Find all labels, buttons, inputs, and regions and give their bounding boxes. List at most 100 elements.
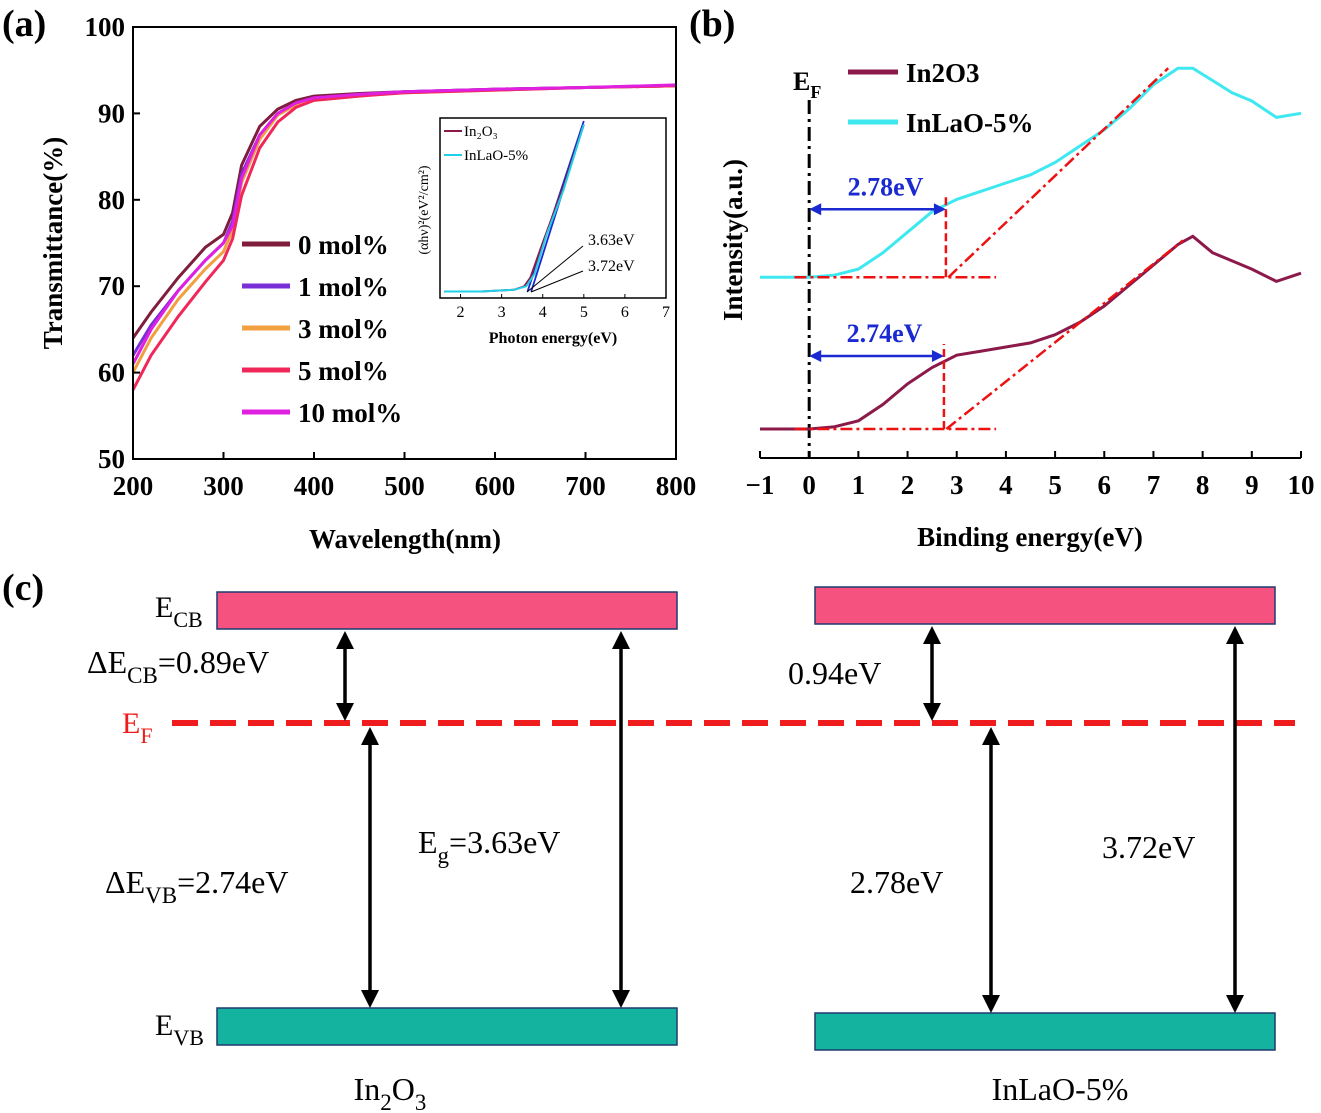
onset-fit-line [947,67,1170,279]
legend-label: 1 mol% [298,272,389,302]
inset-legend-label: In₂O₃ [464,124,498,140]
series-line-0 [760,234,1302,431]
gap-arrow-head-left [809,203,822,216]
inset-legend: In₂O₃ InLaO-5% [444,124,528,164]
y-tick-label: 100 [85,12,126,42]
panel-a-x-ticks: 200 300 400 500 600 700 800 [113,452,697,501]
inset-x-tick-label: 6 [621,304,629,321]
arrow-decb-left-head-top [336,631,354,649]
ef-label: EF [122,707,153,748]
panel-b-x-axis-label: Binding energy(eV) [917,522,1143,552]
inset-annotation-3.63: 3.63eV [588,232,635,249]
panel-b-plot-area: 2.78eV 2.74eV [760,66,1302,458]
delta-evb-right-label: 2.78eV [850,864,943,900]
arrow-eg-right-head-top [1226,626,1244,644]
x-tick-label: 4 [999,470,1013,500]
conduction-band-left [216,591,678,630]
legend-label: 0 mol% [298,230,389,260]
x-tick-label: 9 [1245,470,1259,500]
panel-b-y-axis-label: Intensity(a.u.) [718,159,748,321]
legend-label: 10 mol% [298,398,402,428]
conduction-band-right [814,586,1276,625]
arrow-eg-left-head-bottom [612,990,630,1008]
eg-left-label: Eg=3.63eV [418,824,560,868]
legend-label: In2O3 [906,58,980,88]
x-tick-label: 7 [1147,470,1161,500]
series-line-1 [760,66,1302,279]
x-tick-label: 300 [203,471,244,501]
series-line-4 [131,83,677,365]
legend-label: InLaO-5% [906,108,1034,138]
gap-arrow-head-right [933,203,946,216]
valence-band-right [814,1012,1276,1051]
inset-legend-label: InLaO-5% [464,148,528,164]
y-tick-label: 80 [98,185,125,215]
x-tick-label: 500 [384,471,425,501]
arrow-decb-left-head-bottom [336,703,354,721]
eg-right-label: 3.72eV [1102,829,1195,865]
inset-x-axis-label: Photon energy(eV) [489,330,617,347]
panel-a-y-axis-label: Transmittance(%) [38,137,68,349]
arrow-devb-left-head-top [361,727,379,745]
y-tick-label: 50 [98,444,125,474]
x-tick-label: 200 [113,471,154,501]
fermi-level-label: EF [793,67,821,102]
panel-a-x-axis-label: Wavelength(nm) [309,524,501,554]
y-tick-label: 90 [98,98,125,128]
onset-fit-line [945,239,1184,430]
inset-x-tick-label: 4 [539,304,547,321]
gap-arrow-head-right [931,350,944,362]
x-tick-label: 700 [565,471,606,501]
inset-y-axis-label: (αhν)²(eV²/cm²) [417,165,432,255]
inset-x-tick-label: 3 [498,304,506,321]
arrow-decb-right-head-bottom [923,703,941,721]
x-tick-label: −1 [746,470,775,500]
material-name-right: InLaO-5% [992,1071,1129,1107]
inset-x-tick-label: 7 [662,304,670,321]
arrow-decb-right-head-top [923,626,941,644]
x-tick-label: 8 [1196,470,1210,500]
inset-annotation-line-2 [530,270,584,293]
x-tick-label: 6 [1098,470,1112,500]
x-tick-label: 10 [1288,470,1315,500]
inset-plot-area [444,120,585,293]
panel-b-label: (b) [689,3,735,45]
x-tick-label: 400 [294,471,335,501]
inset-x-tick-label: 2 [457,304,465,321]
arrow-devb-left-head-bottom [361,990,379,1008]
inset-x-ticks: 2 3 4 5 6 7 [457,294,670,321]
panel-a-legend: 0 mol% 1 mol% 3 mol% 5 mol% 10 mol% [242,230,402,428]
gap-value-label: 2.74eV [847,319,923,348]
y-tick-label: 60 [98,358,125,388]
panel-a-label: (a) [2,3,46,45]
x-tick-label: 0 [802,470,816,500]
arrow-devb-right-head-top [982,727,1000,745]
delta-ecb-left-label: ΔECB=0.89eV [87,644,269,688]
inset-frame [439,117,667,299]
panel-a-plot-area [131,83,677,391]
inset-annotation-3.72: 3.72eV [588,258,635,275]
inset-series-line-1 [444,124,585,293]
panel-a-y-ticks: 50 60 70 80 90 100 [85,12,140,474]
x-tick-label: 800 [656,471,697,501]
inset-x-tick-label: 5 [580,304,588,321]
delta-ecb-right-label: 0.94eV [788,655,881,691]
evb-label: EVB [155,1009,204,1050]
panel-a: (a) 200 300 400 500 600 700 800 5060708090100 … [2,3,696,554]
gap-arrow-head-left [809,350,822,362]
y-tick-label: 70 [98,271,125,301]
x-tick-label: 3 [950,470,964,500]
valence-band-left [216,1007,678,1046]
panel-c: (c) ECB EVB EF ΔECB=0.89eV ΔEVB=2.74eV E… [2,567,1295,1113]
panel-b-legend: In2O3 InLaO-5% [848,58,1034,138]
material-name-left: In2O3 [354,1071,427,1113]
x-tick-label: 1 [852,470,866,500]
arrow-eg-right-head-bottom [1226,995,1244,1013]
x-tick-label: 5 [1048,470,1062,500]
legend-label: 5 mol% [298,356,389,386]
x-tick-label: 600 [475,471,516,501]
panel-b-x-ticks: −1 0 1 2 3 4 5 6 7 8 9 10 [746,451,1315,500]
panel-b: (b) 2.78eV 2.74eV −1 0 1 2 3 4 5 6 7 8 9 10 Binding … [689,3,1315,552]
inset-annotation-line-1 [526,245,584,293]
